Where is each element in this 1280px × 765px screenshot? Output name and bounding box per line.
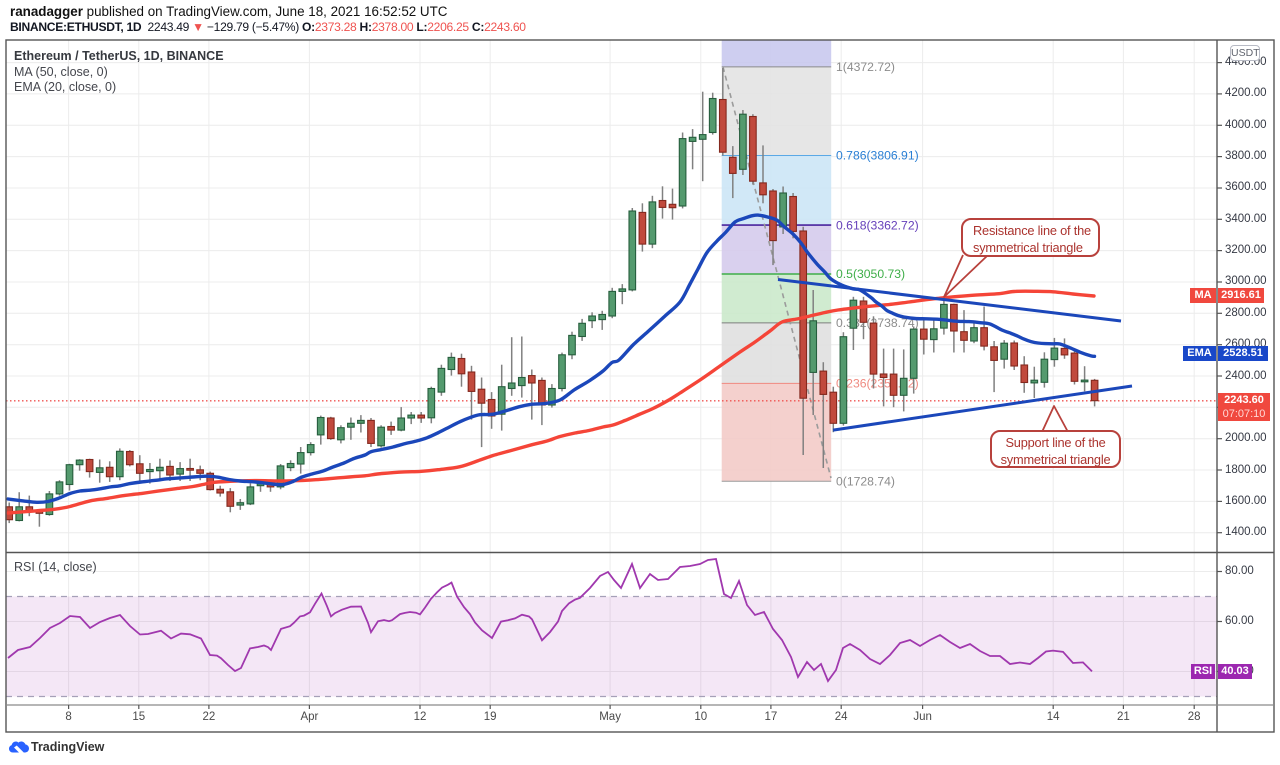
svg-text:0.618(3362.72): 0.618(3362.72): [836, 218, 919, 232]
svg-text:0.5(3050.73): 0.5(3050.73): [836, 267, 905, 281]
svg-text:1(4372.72): 1(4372.72): [836, 60, 895, 74]
svg-text:0.236(2352.72): 0.236(2352.72): [836, 377, 919, 391]
svg-text:0(1728.74): 0(1728.74): [836, 474, 895, 488]
svg-text:0.786(3806.91): 0.786(3806.91): [836, 149, 919, 163]
